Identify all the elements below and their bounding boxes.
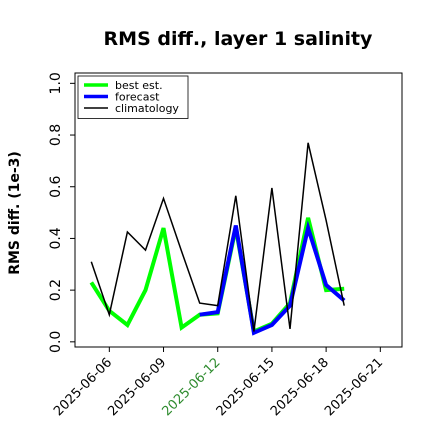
x-tick-label: 2025-06-21 bbox=[322, 355, 386, 419]
y-tick-label: 0.6 bbox=[48, 176, 64, 198]
plot-area: 0.00.20.40.60.81.02025-06-062025-06-0920… bbox=[48, 72, 403, 419]
y-tick-label: 0.8 bbox=[48, 124, 64, 146]
y-axis-label: RMS diff. (1e-3) bbox=[7, 151, 23, 275]
legend-label: climatology bbox=[115, 102, 179, 115]
chart-title: RMS diff., layer 1 salinity bbox=[104, 28, 374, 50]
y-tick-label: 0.0 bbox=[48, 331, 64, 353]
legend-label: forecast bbox=[115, 91, 160, 104]
legend-label: best est. bbox=[115, 79, 163, 92]
series-line-forecast bbox=[199, 220, 346, 336]
series-line-climatology bbox=[90, 142, 345, 332]
y-tick-label: 1.0 bbox=[48, 72, 64, 94]
plot-frame bbox=[74, 72, 403, 348]
y-tick-label: 0.4 bbox=[48, 227, 64, 249]
y-tick-label: 0.2 bbox=[48, 279, 64, 301]
